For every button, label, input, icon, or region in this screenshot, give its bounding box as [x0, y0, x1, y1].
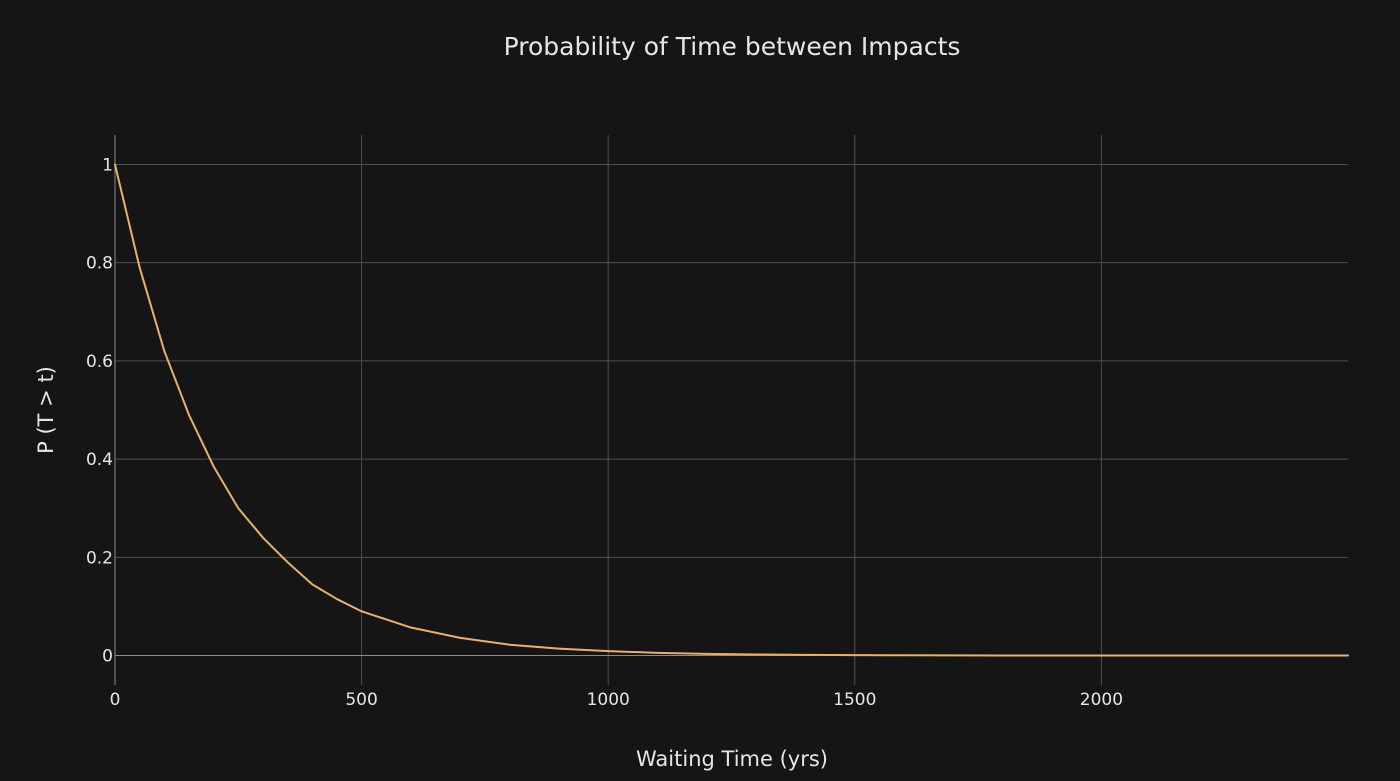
- y-tick-label: 0: [102, 647, 113, 667]
- y-tick-label: 0.4: [86, 450, 113, 470]
- x-tick-label: 500: [345, 690, 377, 710]
- grid-layer: [114, 135, 1348, 685]
- x-axis-title: Waiting Time (yrs): [636, 747, 828, 771]
- y-axis-title: P (T > t): [34, 366, 58, 454]
- x-tick-label: 1500: [833, 690, 876, 710]
- series-layer: [114, 163, 1349, 657]
- x-tick-label: 1000: [587, 690, 630, 710]
- x-tick-label: 2000: [1080, 690, 1123, 710]
- chart-title: Probability of Time between Impacts: [504, 32, 961, 61]
- y-tick-label: 0.6: [86, 352, 113, 372]
- y-tick-label: 0.2: [86, 548, 113, 568]
- tick-layer: 0 500 1000 1500 2000 0 0.2 0.4 0.6 0.8 1: [86, 155, 1123, 710]
- y-tick-label: 0.8: [86, 254, 113, 274]
- series-line: [114, 163, 1349, 657]
- x-tick-label: 0: [110, 690, 121, 710]
- y-tick-label: 1: [102, 155, 113, 175]
